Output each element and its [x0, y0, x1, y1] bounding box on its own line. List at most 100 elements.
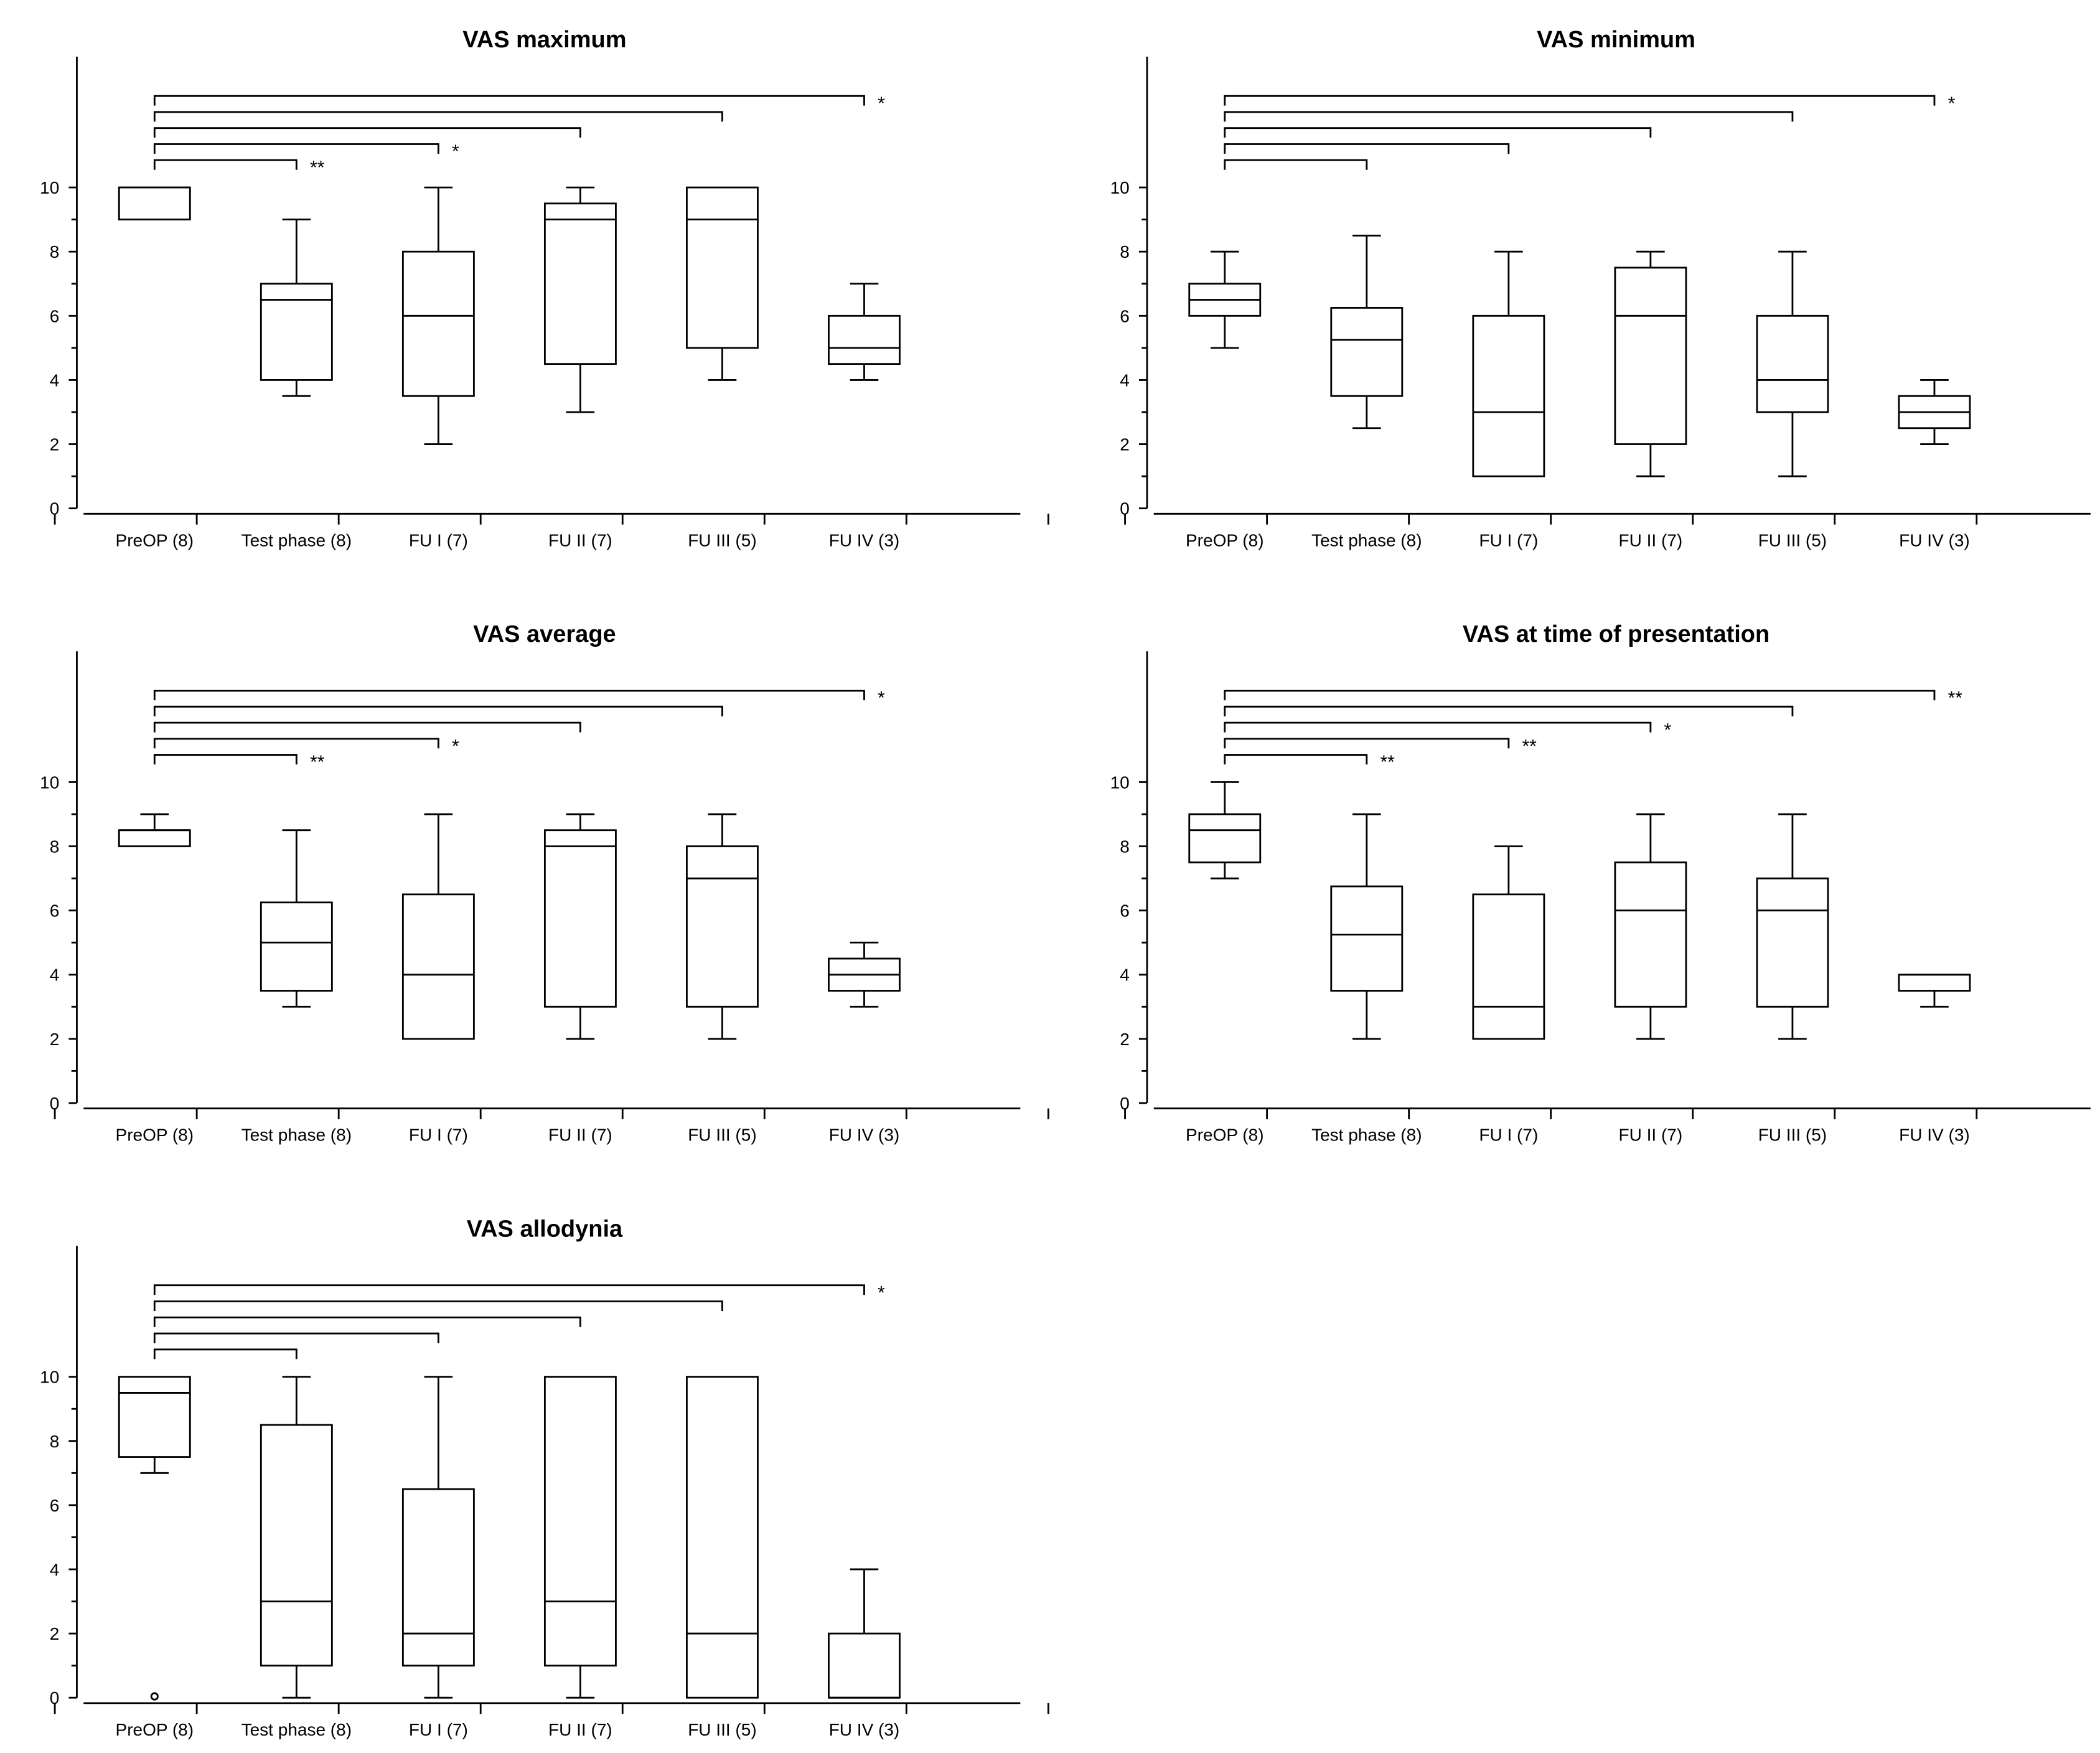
significance-bracket: [153, 705, 723, 717]
y-tick-label: 10: [40, 1368, 59, 1387]
bracket-line: [1224, 127, 1652, 138]
bracket-line: [153, 721, 581, 733]
y-tick-label: 2: [50, 435, 60, 454]
box-iqr: [1756, 314, 1829, 413]
bracket-line: [1224, 111, 1794, 122]
bracket-line: [1224, 705, 1794, 717]
chart-title: VAS at time of presentation: [1463, 621, 1770, 647]
x-category-label: PreOP (8): [116, 1720, 194, 1739]
box-6: [828, 283, 901, 381]
box-3: [1472, 250, 1545, 477]
significance-label: **: [1948, 688, 1963, 708]
box-2: [1330, 235, 1404, 430]
y-tick-label: 8: [50, 242, 60, 261]
box-6: [828, 1568, 901, 1699]
box-iqr: [1898, 974, 1971, 992]
outlier-point: [150, 1692, 159, 1701]
significance-bracket: *: [1224, 720, 1672, 741]
box-4: [1614, 250, 1687, 477]
significance-bracket: [153, 1332, 439, 1343]
bracket-line: [153, 1300, 723, 1311]
box-4: [543, 186, 617, 413]
bracket-line: [153, 127, 581, 138]
x-category-label: FU IV (3): [1899, 1126, 1970, 1145]
box-1: [118, 813, 191, 847]
y-tick-label: 8: [50, 1432, 60, 1451]
y-tick-label: 10: [40, 178, 59, 197]
chart-title: VAS minimum: [1537, 27, 1695, 53]
box-2: [1330, 813, 1404, 1040]
x-category-label: FU III (5): [688, 1126, 756, 1145]
chart-title: VAS average: [473, 621, 616, 647]
box-3: [401, 813, 475, 1040]
box-iqr: [1614, 861, 1687, 1008]
significance-bracket: **: [1224, 688, 1963, 708]
bracket-line: [153, 159, 298, 170]
box-iqr: [828, 1632, 901, 1699]
box-iqr: [543, 829, 617, 1008]
x-category-label: FU IV (3): [829, 1126, 900, 1145]
box-iqr: [260, 901, 333, 992]
significance-bracket: **: [1224, 736, 1537, 756]
bracket-line: [1224, 159, 1368, 170]
chart-panel-4: VAS at time of presentation 0 2 4 6 8 10 PreOP …: [1110, 621, 2091, 1145]
x-category-label: FU IV (3): [829, 1720, 900, 1739]
x-category-label: FU III (5): [1758, 530, 1827, 550]
y-tick-label: 10: [1110, 773, 1130, 792]
significance-bracket: [1224, 143, 1510, 154]
box-5: [686, 1376, 759, 1699]
chart-panel-3: VAS average 0 2 4 6 8 10 PreOP (8) Test phase (8…: [40, 621, 1049, 1145]
y-tick-label: 6: [50, 306, 60, 326]
box-1: [1188, 250, 1262, 349]
y-tick-label: 6: [50, 901, 60, 921]
box-6: [1898, 974, 1971, 1008]
x-category-label: FU I (7): [409, 1720, 468, 1739]
y-tick-label: 2: [50, 1030, 60, 1049]
bracket-line: [153, 95, 865, 106]
y-tick-label: 4: [50, 1560, 60, 1579]
chart-panel-5: VAS allodynia 0 2 4 6 8 10 PreOP (8) Test phase …: [40, 1216, 1049, 1739]
significance-bracket: [1224, 127, 1652, 138]
x-category-label: Test phase (8): [241, 1126, 352, 1145]
x-category-label: FU I (7): [409, 530, 468, 550]
x-category-label: FU III (5): [688, 530, 756, 550]
x-category-label: FU II (7): [1619, 530, 1683, 550]
box-iqr: [1330, 307, 1404, 397]
box-3: [401, 1376, 475, 1699]
bracket-line: [153, 143, 439, 154]
significance-label: *: [878, 1282, 885, 1303]
chart-panel-1: VAS maximum 0 2 4 6 8 10 PreOP (8) Test phase (8…: [40, 27, 1049, 550]
significance-bracket: *: [153, 1282, 885, 1303]
y-tick-label: 4: [1120, 966, 1130, 985]
x-category-label: Test phase (8): [241, 530, 352, 550]
significance-bracket: *: [153, 688, 885, 708]
x-category-label: FU II (7): [1619, 1126, 1683, 1145]
significance-bracket: [1224, 159, 1368, 170]
x-category-label: FU I (7): [409, 1126, 468, 1145]
box-4: [543, 813, 617, 1040]
box-iqr: [401, 250, 475, 397]
bracket-line: [153, 1332, 439, 1343]
significance-bracket: [153, 1348, 298, 1360]
box-iqr: [1472, 314, 1545, 477]
y-tick-label: 2: [1120, 1030, 1130, 1049]
box-5: [1756, 813, 1829, 1040]
y-tick-label: 0: [50, 1688, 60, 1708]
significance-label: *: [452, 736, 459, 756]
significance-label: *: [452, 141, 459, 162]
y-tick-label: 0: [1120, 1094, 1130, 1113]
significance-label: **: [1380, 752, 1395, 773]
bracket-line: [153, 111, 723, 122]
y-tick-label: 6: [1120, 306, 1130, 326]
box-2: [260, 219, 333, 397]
box-iqr: [543, 1376, 617, 1667]
bracket-line: [153, 738, 439, 749]
box-iqr: [118, 186, 191, 221]
significance-bracket: [1224, 111, 1794, 122]
box-iqr: [1330, 885, 1404, 992]
bracket-line: [153, 754, 298, 765]
y-tick-label: 6: [1120, 901, 1130, 921]
box-1: [118, 1376, 191, 1474]
box-iqr: [686, 186, 759, 349]
significance-label: **: [310, 157, 325, 178]
